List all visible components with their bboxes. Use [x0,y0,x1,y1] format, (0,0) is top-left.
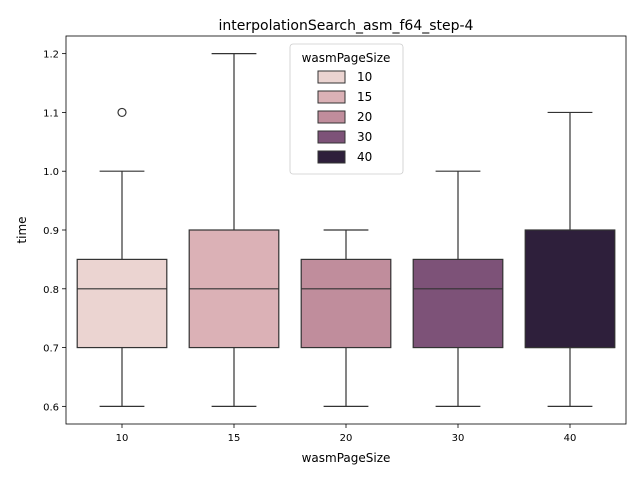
y-tick-label: 0.6 [43,402,59,413]
box-iqr [76,258,168,349]
chart-title: interpolationSearch_asm_f64_step-4 [219,18,474,34]
legend-label: 15 [357,90,372,104]
plot-area [76,53,616,407]
y-tick-label: 0.7 [43,344,59,355]
box-group-20 [300,229,392,407]
x-tick-label: 15 [228,433,241,444]
box-iqr [412,258,504,349]
legend-swatch [317,150,346,164]
x-tick-label: 30 [452,433,465,444]
legend-label: 30 [357,130,372,144]
outlier-point [117,107,127,118]
legend-swatch [317,130,346,144]
x-axis: 10 15 20 30 40 [116,424,577,444]
y-axis: 0.6 0.7 0.8 0.9 1.0 1.1 1.2 [43,50,66,413]
box-group-15 [188,53,280,407]
y-tick-label: 0.8 [43,285,59,296]
legend-swatch [317,110,346,124]
legend-swatch [317,90,346,104]
y-tick-label: 1.0 [43,167,59,178]
x-tick-label: 40 [564,433,577,444]
legend: wasmPageSize 10 15 20 30 40 [289,43,404,175]
x-axis-label: wasmPageSize [302,451,391,465]
box-group-10 [76,107,168,407]
y-tick-label: 1.1 [43,108,59,119]
box-group-30 [412,170,504,407]
y-tick-label: 1.2 [43,50,59,61]
legend-label: 10 [357,70,372,84]
box-iqr [524,229,616,349]
box-iqr [300,258,392,349]
legend-label: 40 [357,150,372,164]
y-tick-label: 0.9 [43,226,59,237]
legend-label: 20 [357,110,372,124]
x-tick-label: 10 [116,433,129,444]
y-axis-label: time [15,216,29,243]
legend-title: wasmPageSize [302,51,391,65]
x-tick-label: 20 [340,433,353,444]
box-group-40 [524,111,616,407]
legend-swatch [317,70,346,84]
